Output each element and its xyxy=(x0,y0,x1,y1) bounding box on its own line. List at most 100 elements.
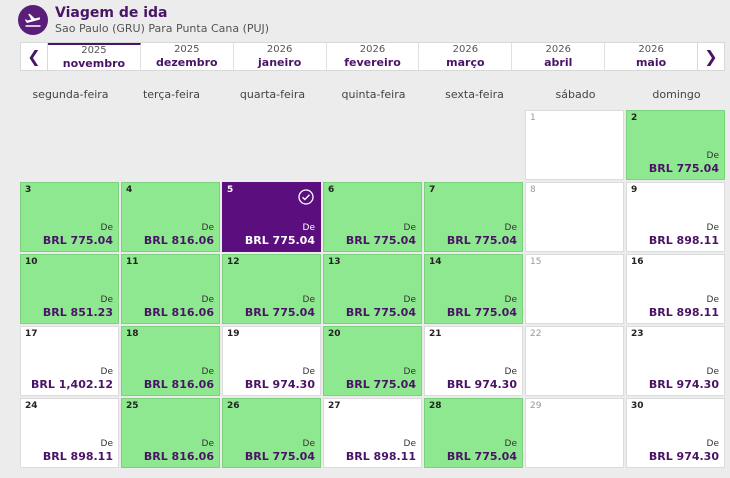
page-title: Viagem de ida xyxy=(55,5,168,21)
day-cell-20[interactable]: 20 De BRL 775.04 xyxy=(323,326,422,396)
day-price: BRL 775.04 xyxy=(446,234,517,247)
month-tab-abril[interactable]: 2026 abril xyxy=(512,43,606,70)
day-number: 26 xyxy=(227,401,240,411)
day-cell-19[interactable]: 19 De BRL 974.30 xyxy=(222,326,321,396)
day-number: 7 xyxy=(429,185,436,195)
day-number: 24 xyxy=(25,401,38,411)
month-year: 2026 xyxy=(266,44,293,55)
day-cell-10[interactable]: 10 De BRL 851.23 xyxy=(20,254,119,324)
month-tab-janeiro[interactable]: 2026 janeiro xyxy=(234,43,327,70)
day-number: 20 xyxy=(328,329,341,339)
month-year: 2026 xyxy=(545,44,571,55)
day-price: BRL 775.04 xyxy=(244,234,315,247)
day-number: 11 xyxy=(126,257,139,267)
day-number: 5 xyxy=(227,185,234,195)
day-number: 13 xyxy=(328,257,341,267)
day-price: BRL 816.06 xyxy=(143,378,214,391)
weekday-label: segunda-feira xyxy=(32,88,109,101)
day-number: 22 xyxy=(530,329,542,339)
month-year: 2026 xyxy=(452,44,479,55)
month-name: abril xyxy=(544,56,573,69)
day-number: 14 xyxy=(429,257,442,267)
day-cell-24[interactable]: 24 De BRL 898.11 xyxy=(20,398,119,468)
month-tab-maio[interactable]: 2026 maio xyxy=(605,43,697,70)
day-cell-7[interactable]: 7 De BRL 775.04 xyxy=(424,182,523,252)
month-name: fevereiro xyxy=(344,56,401,69)
price-prefix: De xyxy=(302,367,315,377)
day-price: BRL 775.04 xyxy=(345,378,416,391)
empty-cell xyxy=(222,110,321,180)
price-prefix: De xyxy=(706,295,719,305)
day-price: BRL 775.04 xyxy=(345,306,416,319)
day-number: 28 xyxy=(429,401,442,411)
weekday-label: sexta-feira xyxy=(445,88,504,101)
day-cell-27[interactable]: 27 De BRL 898.11 xyxy=(323,398,422,468)
day-price: BRL 974.30 xyxy=(648,378,719,391)
month-year: 2026 xyxy=(359,44,386,55)
day-cell-30[interactable]: 30 De BRL 974.30 xyxy=(626,398,725,468)
empty-cell xyxy=(20,110,119,180)
day-cell-21[interactable]: 21 De BRL 974.30 xyxy=(424,326,523,396)
day-number: 18 xyxy=(126,329,139,339)
day-price: BRL 775.04 xyxy=(244,450,315,463)
day-cell-6[interactable]: 6 De BRL 775.04 xyxy=(323,182,422,252)
day-cell-2[interactable]: 2 De BRL 775.04 xyxy=(626,110,725,180)
month-year: 2025 xyxy=(81,45,107,56)
price-prefix: De xyxy=(100,223,113,233)
day-price: BRL 1,402.12 xyxy=(31,378,113,391)
weekday-label: domingo xyxy=(652,88,701,101)
day-cell-17[interactable]: 17 De BRL 1,402.12 xyxy=(20,326,119,396)
price-prefix: De xyxy=(100,367,113,377)
day-cell-13[interactable]: 13 De BRL 775.04 xyxy=(323,254,422,324)
day-cell-3[interactable]: 3 De BRL 775.04 xyxy=(20,182,119,252)
day-cell-23[interactable]: 23 De BRL 974.30 xyxy=(626,326,725,396)
plane-departure-icon xyxy=(18,5,48,35)
day-number: 3 xyxy=(25,185,32,195)
day-cell-4[interactable]: 4 De BRL 816.06 xyxy=(121,182,220,252)
next-month-button[interactable]: ❯ xyxy=(697,43,724,70)
day-price: BRL 775.04 xyxy=(42,234,113,247)
day-number: 29 xyxy=(530,401,542,411)
prev-month-button[interactable]: ❮ xyxy=(21,43,48,70)
day-price: BRL 816.06 xyxy=(143,306,214,319)
price-prefix: De xyxy=(403,439,416,449)
month-tab-fevereiro[interactable]: 2026 fevereiro xyxy=(327,43,420,70)
weekday-header: segunda-feira terça-feira quarta-feira quin… xyxy=(20,88,725,101)
month-tab-dezembro[interactable]: 2025 dezembro xyxy=(141,43,234,70)
chevron-right-icon: ❯ xyxy=(704,47,718,66)
day-cell-18[interactable]: 18 De BRL 816.06 xyxy=(121,326,220,396)
month-tabs: 2025 novembro 2025 dezembro 2026 janeiro 2026 f… xyxy=(48,43,697,70)
day-number: 17 xyxy=(25,329,38,339)
day-number: 4 xyxy=(126,185,133,195)
day-number: 27 xyxy=(328,401,341,411)
price-prefix: De xyxy=(403,223,416,233)
month-tab-novembro[interactable]: 2025 novembro xyxy=(48,43,141,70)
day-cell-26[interactable]: 26 De BRL 775.04 xyxy=(222,398,321,468)
month-name: março xyxy=(446,56,485,69)
weekday-label: quarta-feira xyxy=(239,88,306,101)
day-price: BRL 974.30 xyxy=(648,450,719,463)
chevron-left-icon: ❮ xyxy=(27,47,41,66)
month-tab-março[interactable]: 2026 março xyxy=(419,43,513,70)
price-prefix: De xyxy=(706,367,719,377)
day-cell-12[interactable]: 12 De BRL 775.04 xyxy=(222,254,321,324)
day-price: BRL 851.23 xyxy=(42,306,113,319)
price-prefix: De xyxy=(302,295,315,305)
day-cell-5[interactable]: 5 De BRL 775.04 xyxy=(222,182,321,252)
day-price: BRL 974.30 xyxy=(446,378,517,391)
month-name: novembro xyxy=(62,57,126,70)
day-cell-16[interactable]: 16 De BRL 898.11 xyxy=(626,254,725,324)
day-number: 15 xyxy=(530,257,542,267)
day-number: 21 xyxy=(429,329,442,339)
price-prefix: De xyxy=(706,439,719,449)
price-prefix: De xyxy=(201,295,214,305)
day-cell-29: 29 xyxy=(525,398,624,468)
day-cell-9[interactable]: 9 De BRL 898.11 xyxy=(626,182,725,252)
day-number: 25 xyxy=(126,401,139,411)
day-cell-28[interactable]: 28 De BRL 775.04 xyxy=(424,398,523,468)
day-cell-25[interactable]: 25 De BRL 816.06 xyxy=(121,398,220,468)
day-number: 10 xyxy=(25,257,38,267)
day-cell-14[interactable]: 14 De BRL 775.04 xyxy=(424,254,523,324)
weekday-label: sábado xyxy=(555,88,596,101)
day-cell-11[interactable]: 11 De BRL 816.06 xyxy=(121,254,220,324)
